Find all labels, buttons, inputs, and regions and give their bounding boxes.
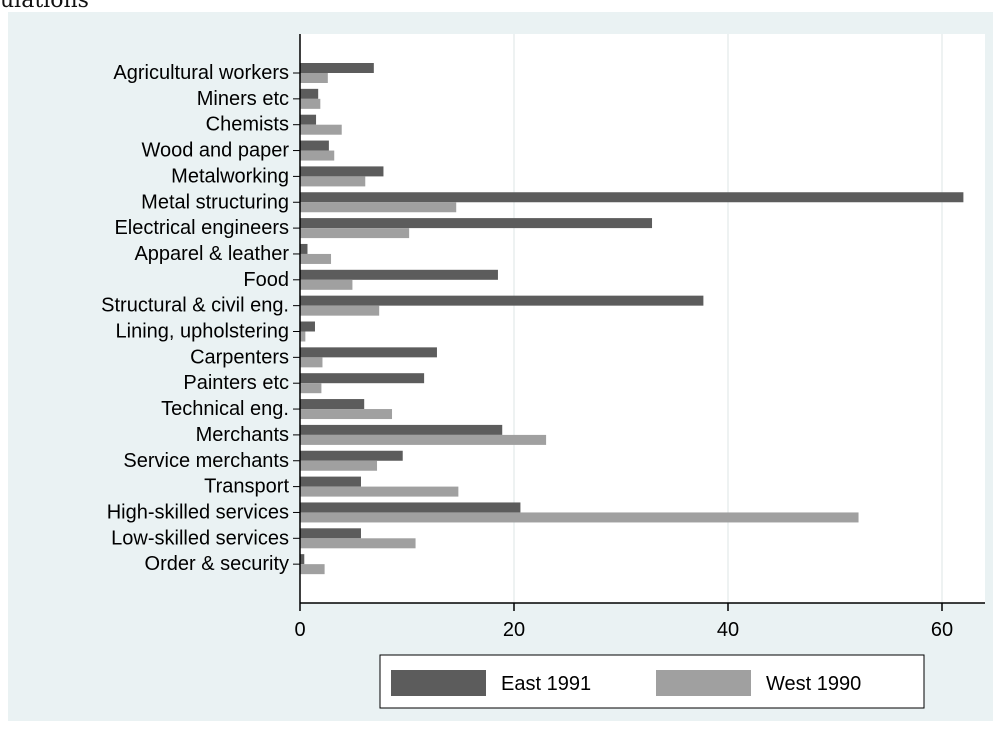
category-label: Apparel & leather <box>134 243 289 265</box>
category-label: Technical eng. <box>161 398 289 420</box>
bar-west-5 <box>300 202 457 213</box>
category-label: Agricultural workers <box>113 62 289 84</box>
category-label: Carpenters <box>190 346 289 368</box>
bar-west-14 <box>300 434 547 445</box>
category-label: Structural & civil eng. <box>101 295 289 317</box>
legend-swatch-east <box>391 670 486 696</box>
bar-east-3 <box>300 140 329 151</box>
bar-west-3 <box>300 150 335 161</box>
x-tick-label: 0 <box>294 619 305 641</box>
bar-west-11 <box>300 357 323 368</box>
bar-east-0 <box>300 63 374 73</box>
bar-west-6 <box>300 228 410 239</box>
category-label: Food <box>243 269 289 291</box>
category-label: Chemists <box>206 114 289 136</box>
category-label: Order & security <box>145 553 289 575</box>
bar-east-13 <box>300 399 365 410</box>
bar-west-4 <box>300 176 366 187</box>
bar-west-10 <box>300 331 306 342</box>
category-label: Miners etc <box>197 88 289 110</box>
bar-west-1 <box>300 98 321 109</box>
category-label: Metal structuring <box>141 191 289 213</box>
bar-west-19 <box>300 564 325 575</box>
caption-fragment: ulations <box>0 0 89 13</box>
category-labels: Agricultural workers Miners etc Chemists Wo… <box>101 62 300 575</box>
legend: East 1991 West 1990 <box>379 654 925 709</box>
bar-east-5 <box>300 192 964 203</box>
category-label: Metalworking <box>171 165 289 187</box>
category-label: Low-skilled services <box>111 527 289 549</box>
category-label: Lining, upholstering <box>116 321 289 343</box>
bar-east-8 <box>300 269 498 280</box>
x-tick-label: 40 <box>717 619 739 641</box>
x-tick-label: 20 <box>503 619 525 641</box>
bar-east-7 <box>300 243 308 254</box>
legend-label-west: West 1990 <box>766 673 861 695</box>
bar-east-15 <box>300 450 403 461</box>
bars <box>300 63 964 575</box>
bar-east-19 <box>300 554 305 565</box>
bar-west-12 <box>300 383 322 394</box>
bar-east-10 <box>300 321 315 332</box>
bar-west-15 <box>300 460 378 471</box>
x-tick-label: 60 <box>931 619 953 641</box>
category-label: High-skilled services <box>107 501 289 523</box>
bar-west-18 <box>300 538 416 549</box>
bar-west-8 <box>300 279 353 290</box>
category-label: Merchants <box>196 424 289 446</box>
bar-east-18 <box>300 528 361 539</box>
bar-east-9 <box>300 295 704 306</box>
bar-east-2 <box>300 114 317 125</box>
bar-east-11 <box>300 347 437 358</box>
x-ticks: 0 20 40 60 <box>294 603 953 641</box>
legend-swatch-west <box>656 670 751 696</box>
bar-west-13 <box>300 409 393 420</box>
category-label: Electrical engineers <box>114 217 289 239</box>
bar-east-14 <box>300 424 503 435</box>
bar-east-1 <box>300 88 319 99</box>
bar-west-2 <box>300 124 342 135</box>
category-label: Wood and paper <box>141 140 289 162</box>
category-label: Service merchants <box>123 450 289 472</box>
category-label: Painters etc <box>183 372 289 394</box>
category-label: Transport <box>204 476 289 498</box>
bar-west-0 <box>300 73 328 83</box>
bar-east-4 <box>300 166 384 177</box>
bar-east-16 <box>300 476 361 487</box>
bar-east-6 <box>300 218 653 229</box>
axes <box>299 34 985 604</box>
bar-west-17 <box>300 512 859 523</box>
bar-west-7 <box>300 253 332 264</box>
bar-west-9 <box>300 305 380 316</box>
bar-east-17 <box>300 502 521 513</box>
legend-label-east: East 1991 <box>501 673 591 695</box>
bar-east-12 <box>300 373 425 384</box>
bar-west-16 <box>300 486 459 497</box>
